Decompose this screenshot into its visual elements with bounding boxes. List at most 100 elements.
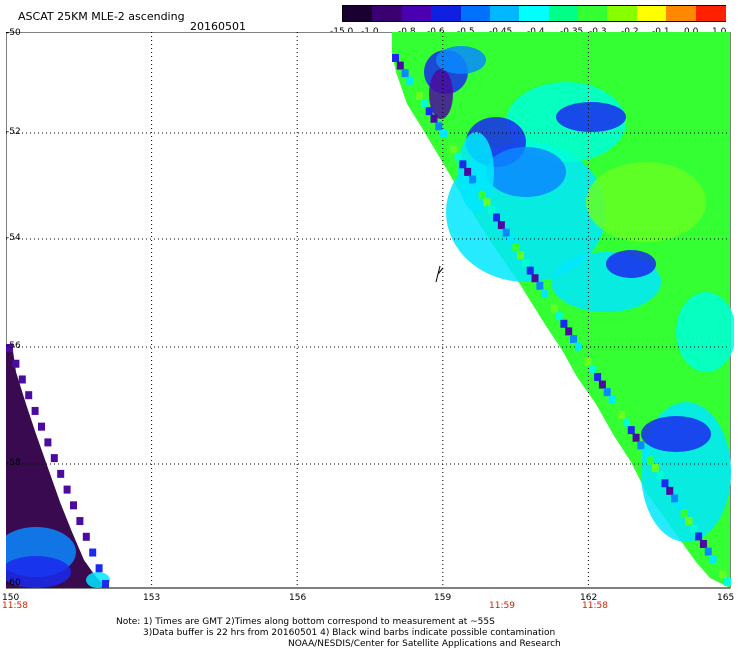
east-swath-edge	[392, 54, 731, 586]
lon-label: 150	[2, 593, 20, 603]
edge-pixel	[38, 422, 45, 431]
edge-pixel	[416, 91, 424, 100]
colorbar-segment-10	[636, 6, 667, 21]
edge-pixel	[603, 388, 611, 397]
edge-pixel	[531, 274, 539, 283]
edge-pixel	[459, 160, 467, 169]
edge-pixel	[420, 99, 428, 108]
data-blob	[676, 292, 734, 372]
data-blob	[436, 46, 486, 74]
edge-pixel	[579, 350, 587, 359]
edge-pixel	[618, 410, 626, 419]
edge-pixel	[478, 190, 486, 199]
edge-pixel	[695, 532, 703, 541]
lon-label: 159	[434, 593, 452, 603]
edge-pixel	[521, 259, 529, 268]
colorbar-segment-11	[666, 6, 697, 21]
edge-pixel	[570, 334, 578, 343]
edge-pixel	[637, 441, 645, 450]
edge-pixel	[598, 380, 606, 389]
colorbar-segment-3	[431, 6, 462, 21]
edge-pixel	[411, 84, 419, 93]
edge-pixel	[70, 501, 77, 510]
edge-pixel	[95, 564, 103, 573]
lat-label: -50	[6, 28, 21, 38]
edge-pixel	[555, 312, 563, 321]
edge-pixel	[512, 243, 520, 252]
west-swath	[6, 344, 108, 588]
edge-pixel	[517, 251, 525, 260]
west-swath-edge	[6, 344, 109, 588]
edge-pixel	[102, 580, 109, 588]
edge-pixel	[464, 167, 472, 176]
edge-pixel	[435, 122, 443, 131]
lon-label: 153	[143, 593, 161, 603]
edge-pixel	[396, 61, 404, 70]
edge-pixel	[661, 479, 669, 488]
edge-pixel	[406, 76, 414, 85]
edge-pixel	[57, 469, 65, 478]
colorbar-segment-0	[343, 6, 374, 21]
note-line-1: Note: 1) Times are GMT 2)Times along bot…	[116, 617, 495, 627]
edge-pixel	[50, 454, 58, 463]
edge-pixel	[63, 485, 71, 494]
map-plot	[6, 32, 734, 589]
colorbar-segment-7	[548, 6, 579, 21]
lat-label: -58	[6, 458, 21, 468]
edge-pixel	[31, 406, 39, 415]
time-label: 11:58	[582, 601, 608, 611]
edge-pixel	[656, 471, 664, 480]
edge-pixel	[699, 540, 707, 549]
edge-pixel	[647, 456, 655, 465]
edge-pixel	[719, 570, 727, 579]
edge-pixel	[449, 145, 457, 154]
edge-pixel	[651, 464, 659, 473]
time-label: 11:58	[2, 601, 28, 611]
edge-pixel	[545, 297, 553, 306]
grid-lines	[6, 32, 730, 588]
data-blob	[486, 147, 566, 197]
edge-pixel	[401, 69, 409, 78]
edge-pixel	[468, 175, 476, 184]
wind-barb-icon	[435, 265, 444, 283]
colorbar-segment-4	[460, 6, 491, 21]
edge-pixel	[724, 578, 731, 586]
colorbar-segment-9	[607, 6, 638, 21]
lat-label: -56	[6, 341, 21, 351]
edge-pixel	[680, 509, 688, 518]
edge-pixel	[440, 129, 448, 138]
edge-pixel	[642, 448, 650, 457]
edge-pixel	[714, 562, 722, 571]
edge-pixel	[502, 228, 510, 237]
edge-pixel	[613, 403, 621, 412]
colorbar-segment-6	[519, 6, 550, 21]
lat-label: -54	[6, 233, 21, 243]
edge-pixel	[594, 372, 602, 381]
edge-pixel	[497, 221, 505, 230]
edge-pixel	[526, 266, 534, 275]
edge-pixel	[666, 486, 674, 495]
data-blob	[606, 250, 656, 278]
data-blob	[641, 416, 711, 452]
edge-pixel	[392, 54, 399, 62]
edge-pixel	[565, 327, 573, 336]
edge-pixel	[430, 114, 438, 123]
lon-label: 162	[580, 593, 598, 603]
edge-pixel	[632, 433, 640, 442]
lon-label: 156	[289, 593, 307, 603]
colorbar-segment-2	[401, 6, 432, 21]
edge-pixel	[6, 344, 13, 352]
colorbar-segment-12	[695, 6, 726, 21]
edge-pixel	[12, 359, 20, 368]
colorbar-segment-5	[489, 6, 521, 21]
lat-label: -52	[6, 127, 21, 137]
note-line-3: NOAA/NESDIS/Center for Satellite Applica…	[288, 639, 561, 649]
edge-pixel	[493, 213, 501, 222]
map-date: 20160501	[190, 20, 246, 33]
data-blob	[556, 102, 626, 132]
edge-pixel	[704, 547, 712, 556]
edge-pixel	[507, 236, 515, 245]
data-blob	[429, 69, 453, 119]
edge-pixel	[685, 517, 693, 526]
note-line-2: 3)Data buffer is 22 hrs from 20160501 4)…	[143, 628, 556, 638]
